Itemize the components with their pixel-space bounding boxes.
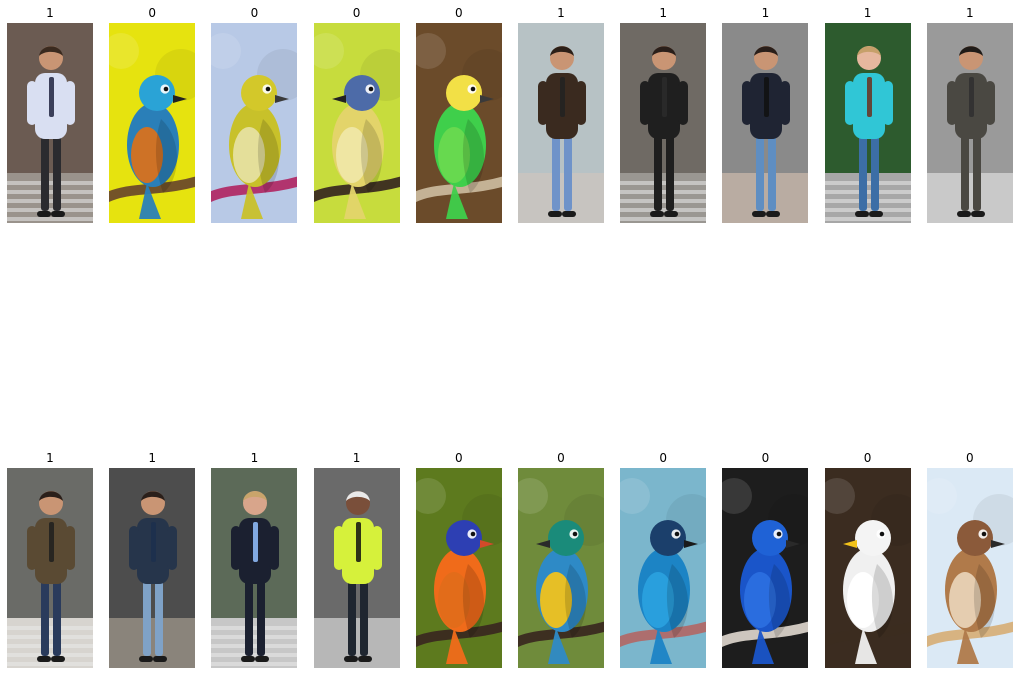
tile-image-svg bbox=[722, 468, 809, 668]
tile-image-svg bbox=[211, 23, 298, 223]
tile-label: 0 bbox=[659, 451, 667, 465]
tile-image bbox=[7, 468, 93, 668]
tile-image bbox=[824, 468, 911, 668]
tile-label: 0 bbox=[352, 6, 361, 20]
tile-image-svg bbox=[722, 23, 809, 223]
tile-image bbox=[926, 23, 1013, 223]
tile-label: 0 bbox=[148, 6, 156, 20]
tile-image bbox=[211, 468, 298, 668]
tile-image bbox=[926, 468, 1013, 668]
tile-label: 0 bbox=[454, 6, 463, 20]
tile-label: 0 bbox=[965, 451, 974, 465]
tile-label: 1 bbox=[863, 6, 872, 20]
tile-image bbox=[824, 23, 911, 223]
tile-image-svg bbox=[518, 23, 604, 223]
tile-label: 1 bbox=[761, 6, 770, 20]
tile-label: 1 bbox=[352, 451, 361, 465]
tile-image-svg bbox=[211, 468, 298, 668]
tile-image-svg bbox=[7, 23, 93, 223]
tile-image bbox=[518, 468, 604, 668]
tile-image bbox=[109, 23, 196, 223]
tile-label: 1 bbox=[250, 451, 259, 465]
tile-image bbox=[415, 468, 502, 668]
tile-image-svg bbox=[109, 468, 196, 668]
tile-image-svg bbox=[620, 468, 707, 668]
tile-image bbox=[7, 23, 93, 223]
tile-image-svg bbox=[313, 23, 400, 223]
tile-label: 0 bbox=[557, 451, 565, 465]
tile-label: 1 bbox=[557, 6, 565, 20]
tile-image bbox=[620, 23, 707, 223]
tile-label: 1 bbox=[46, 451, 54, 465]
tile-label: 1 bbox=[659, 6, 667, 20]
tile-image-svg bbox=[926, 23, 1013, 223]
tile-label: 0 bbox=[250, 6, 259, 20]
tile-image-svg bbox=[415, 23, 502, 223]
tile-image-svg bbox=[824, 23, 911, 223]
tile-image bbox=[313, 468, 400, 668]
tile-image bbox=[722, 23, 809, 223]
tile-label: 1 bbox=[965, 6, 974, 20]
tile-image bbox=[109, 468, 196, 668]
tile-image-svg bbox=[620, 23, 707, 223]
tile-label: 1 bbox=[148, 451, 156, 465]
tile-image-svg bbox=[824, 468, 911, 668]
tile-image bbox=[211, 23, 298, 223]
tile-label: 1 bbox=[46, 6, 54, 20]
tile-image-svg bbox=[313, 468, 400, 668]
tile-image bbox=[620, 468, 707, 668]
tile-label: 0 bbox=[454, 451, 463, 465]
tile-label: 0 bbox=[863, 451, 872, 465]
tile-image-svg bbox=[518, 468, 604, 668]
tile-image-svg bbox=[7, 468, 93, 668]
tile-image bbox=[518, 23, 604, 223]
tile-image-svg bbox=[415, 468, 502, 668]
tile-image-svg bbox=[926, 468, 1013, 668]
tile-image bbox=[722, 468, 809, 668]
tile-label: 0 bbox=[761, 451, 770, 465]
tile-image bbox=[313, 23, 400, 223]
tile-image bbox=[415, 23, 502, 223]
tile-image-svg bbox=[109, 23, 196, 223]
